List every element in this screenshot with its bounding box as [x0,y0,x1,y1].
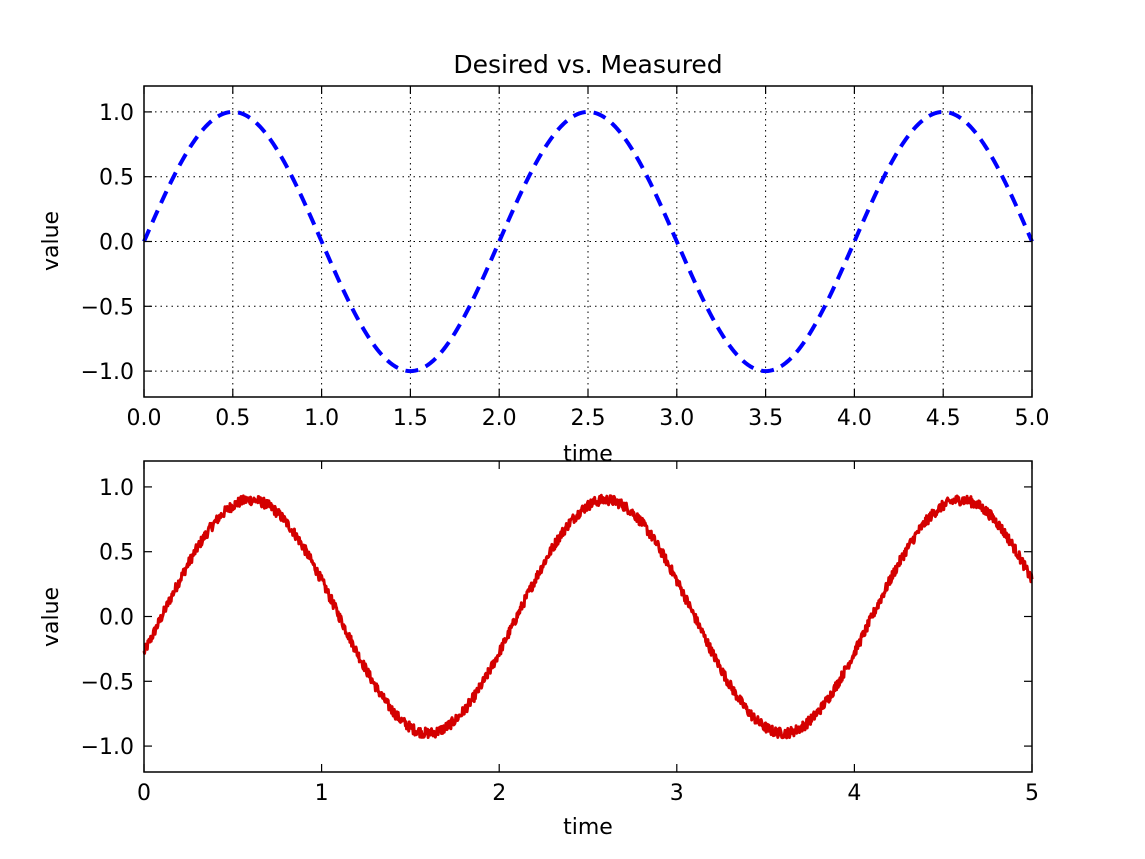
top-series [142,109,1034,374]
top-y-axis-label: value [39,211,64,271]
top-y-tick-label: −0.5 [81,295,134,320]
bottom-x-tick-label: 5 [1025,781,1039,806]
bottom-y-tick-label: −0.5 [81,670,134,695]
top-subplot: 0.0 0.5 1.0 1.5 2.0 2.5 3.0 3.5 4.0 4.5 5.0 1.0 0.5 0… [39,50,1050,467]
top-x-tick-label: 4.0 [837,406,872,431]
top-x-tick-label: 3.0 [659,406,694,431]
bottom-subplot: 0 1 2 3 4 5 1.0 0.5 0.0 −0.5 −1.0 time value [39,460,1039,840]
top-x-axis-label: time [563,442,613,467]
top-x-tick-label: 0.0 [127,406,162,431]
bottom-x-tick-label: 1 [315,781,329,806]
top-x-tick-label: 4.5 [926,406,961,431]
bottom-y-tick-label: −1.0 [81,735,134,760]
top-y-tick-label: 1.0 [99,101,134,126]
top-chart-title: Desired vs. Measured [453,50,722,79]
bottom-ticks: 0 1 2 3 4 5 1.0 0.5 0.0 −0.5 −1.0 [81,461,1039,806]
top-x-tick-label: 2.5 [571,406,606,431]
top-x-tick-label: 0.5 [215,406,250,431]
bottom-x-tick-label: 3 [670,781,684,806]
bottom-y-axis-label: value [39,587,64,647]
top-y-tick-label: 0.5 [99,166,134,191]
top-y-tick-label: 0.0 [99,231,134,256]
top-x-tick-label: 3.5 [748,406,783,431]
bottom-x-tick-label: 4 [847,781,861,806]
bottom-series-measured [142,493,1034,740]
bottom-y-tick-label: 1.0 [99,476,134,501]
top-x-tick-label: 1.0 [304,406,339,431]
bottom-x-tick-label: 2 [492,781,506,806]
top-x-tick-label: 5.0 [1015,406,1050,431]
bottom-x-tick-label: 0 [137,781,151,806]
bottom-series [142,493,1034,740]
top-x-tick-label: 2.0 [482,406,517,431]
top-x-tick-label: 1.5 [393,406,428,431]
top-grid [143,86,1033,397]
top-y-tick-label: −1.0 [81,360,134,385]
bottom-y-tick-label: 0.0 [99,606,134,631]
top-series-desired [142,109,1034,374]
bottom-y-tick-label: 0.5 [99,541,134,566]
top-ticks: 0.0 0.5 1.0 1.5 2.0 2.5 3.0 3.5 4.0 4.5 5.0 1.0 0.5 0… [81,86,1050,431]
bottom-x-axis-label: time [563,815,613,840]
